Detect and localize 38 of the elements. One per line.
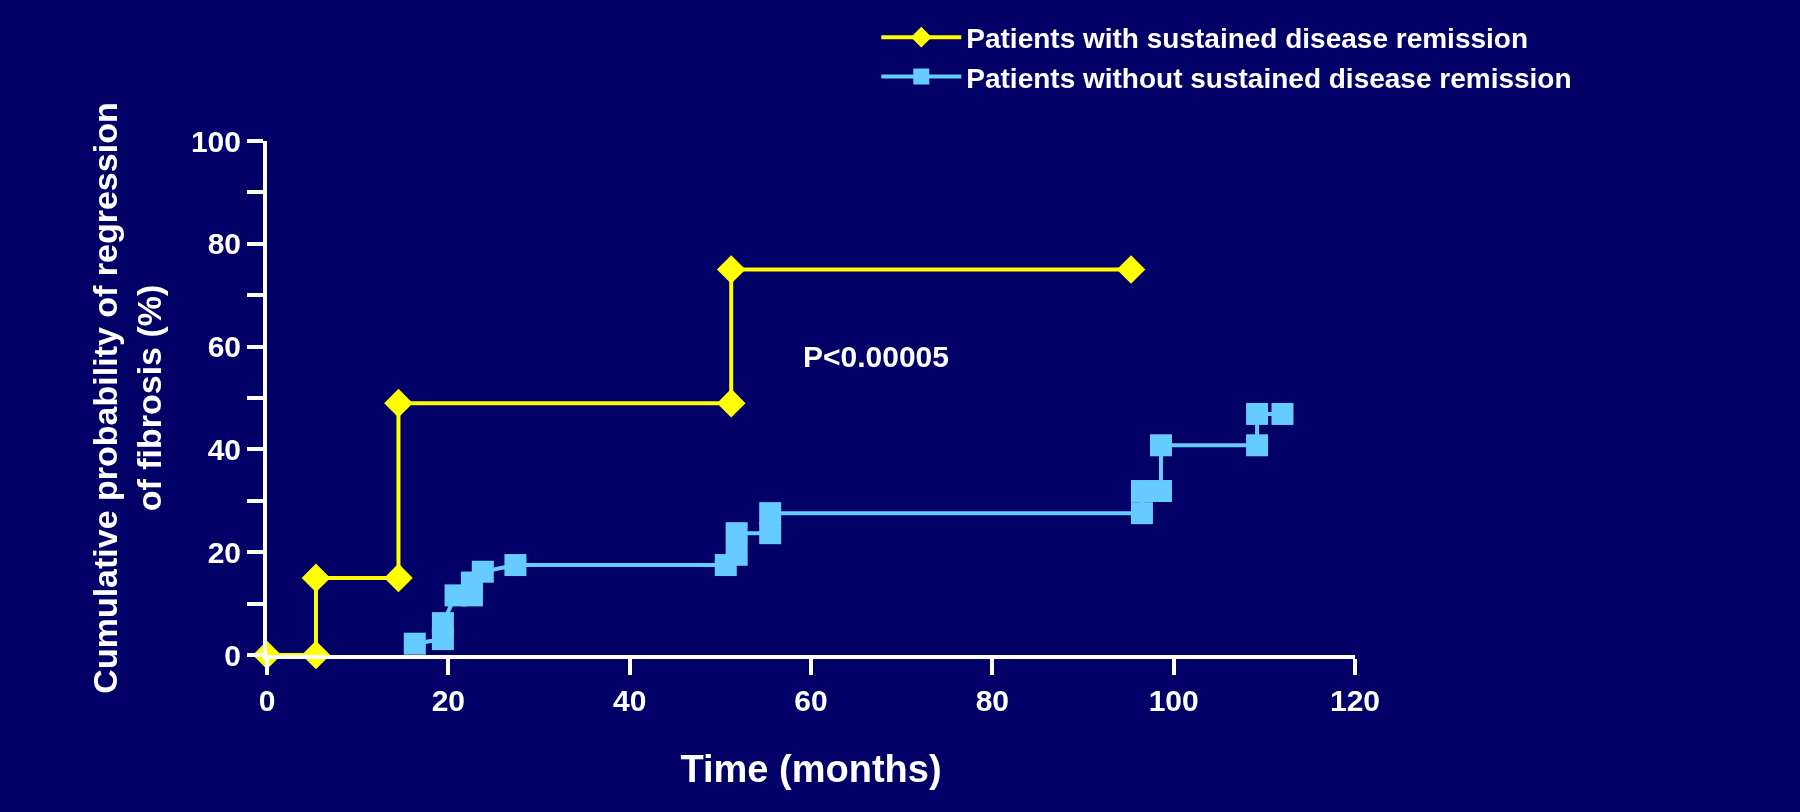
point (716, 255, 746, 284)
x-axis-title: Time (months) (680, 747, 942, 790)
y-tick-label: 20 (207, 535, 241, 569)
legend-label: Patients with sustained disease remission (966, 23, 1529, 55)
x-tick-label: 20 (431, 684, 466, 717)
point (716, 388, 746, 418)
point (725, 522, 748, 545)
point (504, 554, 527, 577)
point (1130, 502, 1153, 525)
point (1149, 480, 1172, 503)
point (431, 612, 454, 635)
point (759, 522, 782, 545)
x-tick-label: 60 (794, 684, 828, 717)
point (1149, 434, 1172, 457)
annotation: P<0.00005 (803, 340, 949, 373)
point (301, 563, 331, 593)
point (384, 563, 413, 593)
y-tick-label: 80 (207, 227, 241, 261)
x-tick-label: 100 (1148, 684, 1199, 717)
legend-label: Patients without sustained disease remission (966, 62, 1572, 94)
point (471, 560, 494, 583)
y-tick-label: 0 (224, 638, 241, 672)
y-axis-title: Cumulative probability of regression of fibrosis (%) (85, 102, 169, 694)
point (1246, 434, 1269, 457)
point (725, 543, 748, 566)
point (1246, 402, 1269, 425)
point (1271, 402, 1294, 425)
x-tick-label: 120 (1329, 684, 1381, 717)
x-tick-label: 40 (612, 684, 647, 717)
point (1116, 255, 1146, 284)
x-tick-label: 0 (258, 684, 276, 717)
point (403, 632, 426, 655)
y-tick-label: 100 (190, 124, 241, 158)
y-tick-label: 60 (207, 330, 241, 364)
point (759, 502, 782, 525)
x-tick-label: 80 (975, 684, 1010, 717)
point (384, 388, 413, 418)
y-tick-label: 40 (207, 432, 241, 466)
